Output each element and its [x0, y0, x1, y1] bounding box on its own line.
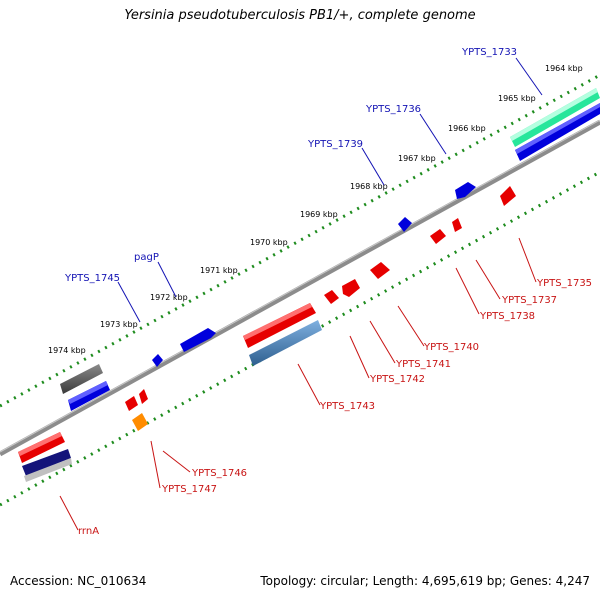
- gene-ypts-1738[interactable]: [430, 229, 446, 244]
- gene-rrna-navy[interactable]: [22, 449, 72, 482]
- gene-pagp[interactable]: [180, 328, 216, 352]
- tick-label: 1968 kbp: [350, 182, 388, 191]
- gene-label-ypts-1733[interactable]: YPTS_1733: [461, 47, 517, 58]
- gene-ypts-1743-red[interactable]: [243, 303, 316, 348]
- map-title: Yersinia pseudotuberculosis PB1/+, compl…: [124, 8, 476, 23]
- gene-label-ypts-1737[interactable]: YPTS_1737: [501, 295, 557, 306]
- gene-ypts-1741[interactable]: [342, 279, 360, 297]
- gene-ypts-1737[interactable]: [452, 218, 462, 232]
- gene-label-ypts-1736[interactable]: YPTS_1736: [365, 104, 421, 115]
- gene-label-ypts-1742[interactable]: YPTS_1742: [369, 374, 425, 385]
- tick-label: 1971 kbp: [200, 266, 238, 275]
- tick-label: 1973 kbp: [100, 320, 138, 329]
- gene-ypts-1747[interactable]: [132, 413, 148, 431]
- gene-label-ypts-1739[interactable]: YPTS_1739: [307, 139, 363, 150]
- gene-ypts-1743-steel[interactable]: [249, 320, 322, 366]
- gene-label-ypts-1745[interactable]: YPTS_1745: [64, 273, 120, 284]
- kbp-scale-line: [0, 73, 600, 408]
- genome-backbone: [0, 119, 600, 457]
- gene-ypts-1733-cds[interactable]: [515, 103, 600, 161]
- gene-label-ypts-1740[interactable]: YPTS_1740: [423, 342, 479, 353]
- gene-label-pagp[interactable]: pagP: [134, 252, 159, 263]
- gene-ypts-1736[interactable]: [455, 182, 476, 199]
- gene-label-ypts-1741[interactable]: YPTS_1741: [395, 359, 451, 370]
- genome-summary-text: Topology: circular; Length: 4,695,619 bp…: [260, 574, 590, 588]
- tick-label: 1964 kbp: [545, 64, 583, 73]
- tick-label: 1966 kbp: [448, 124, 486, 133]
- tick-label: 1965 kbp: [498, 94, 536, 103]
- gene-ypts-1746b[interactable]: [139, 389, 148, 404]
- accession-text: Accession: NC_010634: [10, 574, 147, 588]
- gene-ypts-1735[interactable]: [500, 186, 516, 206]
- gene-label-ypts-1735[interactable]: YPTS_1735: [536, 278, 592, 289]
- gene-ypts-1739[interactable]: [398, 217, 412, 232]
- tick-label: 1969 kbp: [300, 210, 338, 219]
- gene-rrna-red[interactable]: [18, 432, 65, 463]
- gene-label-ypts-1743[interactable]: YPTS_1743: [319, 401, 375, 412]
- gene-ypts-1746[interactable]: [125, 396, 138, 411]
- gene-label-ypts-1746[interactable]: YPTS_1746: [191, 468, 247, 479]
- gene-blue-block[interactable]: [68, 381, 110, 411]
- gene-ypts-1745[interactable]: [152, 354, 163, 367]
- tick-label: 1972 kbp: [150, 293, 188, 302]
- tick-label: 1967 kbp: [398, 154, 436, 163]
- gene-label-rrna[interactable]: rrnA: [78, 526, 99, 537]
- gene-label-ypts-1738[interactable]: YPTS_1738: [479, 311, 535, 322]
- gene-gray-block[interactable]: [60, 364, 103, 394]
- callouts-top: [117, 57, 543, 323]
- tick-label: 1974 kbp: [48, 346, 86, 355]
- gene-ypts-1733-rrna[interactable]: [510, 88, 600, 147]
- gene-label-ypts-1747[interactable]: YPTS_1747: [161, 484, 217, 495]
- callouts-bottom: [59, 237, 537, 531]
- gene-ypts-1740[interactable]: [370, 262, 390, 279]
- tick-label: 1970 kbp: [250, 238, 288, 247]
- gene-ypts-1742[interactable]: [324, 290, 339, 304]
